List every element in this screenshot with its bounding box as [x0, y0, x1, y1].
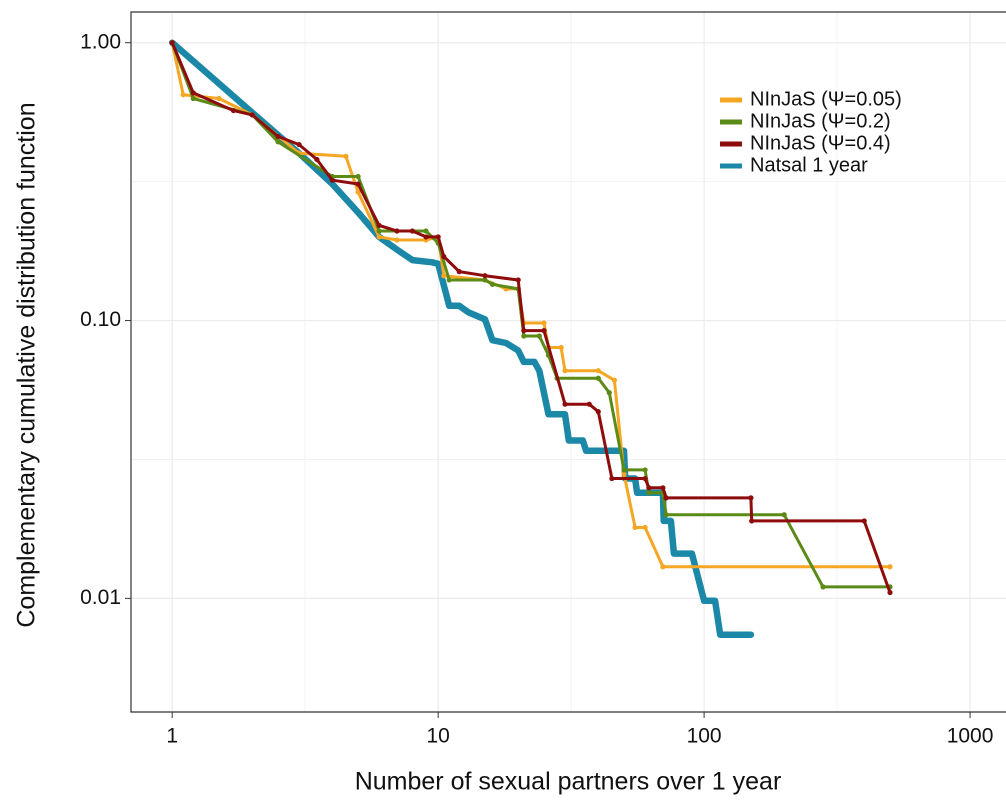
data-point — [355, 189, 361, 195]
data-point — [394, 237, 400, 243]
data-point — [441, 273, 447, 279]
data-point — [329, 177, 335, 183]
panel-border — [130, 11, 1006, 713]
data-point — [482, 273, 488, 279]
data-point — [314, 156, 320, 163]
data-point — [230, 107, 237, 114]
data-point — [861, 518, 867, 524]
data-point — [521, 328, 527, 334]
data-point — [489, 281, 496, 287]
data-point — [216, 95, 222, 102]
data-point — [441, 253, 447, 260]
data-point — [642, 475, 648, 482]
data-point — [355, 173, 361, 180]
data-point — [660, 564, 666, 570]
x-tick-label: 100 — [687, 725, 722, 748]
data-point — [609, 475, 615, 482]
data-point — [642, 524, 648, 531]
data-point — [190, 90, 196, 96]
data-point — [646, 490, 652, 496]
data-point — [642, 467, 648, 473]
data-point — [749, 518, 755, 524]
plot-background — [131, 12, 1006, 712]
data-point — [376, 234, 382, 240]
data-point — [632, 524, 638, 531]
data-point — [562, 401, 568, 407]
data-point — [595, 375, 601, 381]
x-tick-label: 1000 — [947, 725, 994, 748]
data-point — [611, 377, 618, 383]
data-point — [541, 328, 547, 334]
data-point — [169, 40, 175, 46]
data-point — [521, 333, 527, 339]
plot-data — [168, 39, 893, 638]
data-point — [456, 269, 462, 275]
data-point — [595, 368, 601, 374]
legend-text: Natsal 1 year — [750, 154, 868, 176]
y-tick-label: 0.01 — [80, 586, 121, 609]
data-point — [663, 512, 669, 518]
data-point — [820, 584, 826, 590]
data-point — [376, 222, 382, 229]
data-point — [606, 390, 612, 396]
x-tick-label: 1 — [166, 725, 178, 748]
data-point — [660, 485, 666, 491]
x-axis-title: Number of sexual partners over 1 year — [355, 768, 782, 796]
data-point — [275, 139, 281, 145]
data-point — [595, 409, 601, 415]
data-point — [781, 512, 787, 518]
data-point — [541, 320, 547, 326]
data-point — [663, 495, 669, 501]
data-point — [646, 485, 652, 491]
data-point — [621, 467, 627, 473]
data-point — [558, 344, 564, 351]
x-tick-label: 10 — [426, 725, 449, 748]
data-point — [515, 277, 521, 283]
y-axis-title: Complementary cumulative distribution fu… — [13, 102, 41, 627]
y-tick-label: 0.10 — [80, 308, 121, 331]
legend-text: NInJaS (Ψ=0.05) — [750, 88, 902, 110]
data-point — [586, 401, 592, 407]
data-point — [180, 92, 186, 98]
legend-text: NInJaS (Ψ=0.2) — [750, 110, 891, 132]
data-point — [748, 495, 754, 501]
data-point — [562, 368, 568, 374]
data-point — [482, 277, 488, 283]
series-line — [168, 39, 755, 638]
data-point — [536, 333, 542, 339]
data-point — [249, 112, 255, 118]
data-point — [887, 589, 893, 596]
data-point — [296, 141, 302, 148]
data-point — [190, 95, 196, 102]
data-point — [376, 228, 382, 234]
y-tick-label: 1.00 — [80, 30, 121, 53]
data-point — [394, 228, 400, 234]
data-point — [423, 228, 429, 234]
data-point — [409, 228, 415, 234]
data-point — [887, 564, 893, 570]
data-point — [275, 133, 281, 140]
data-point — [343, 153, 349, 159]
data-point — [435, 234, 441, 240]
data-point — [423, 234, 429, 240]
data-point — [621, 471, 627, 477]
legend-text: NInJaS (Ψ=0.4) — [750, 132, 891, 154]
data-point — [355, 181, 361, 187]
data-point — [446, 277, 452, 283]
